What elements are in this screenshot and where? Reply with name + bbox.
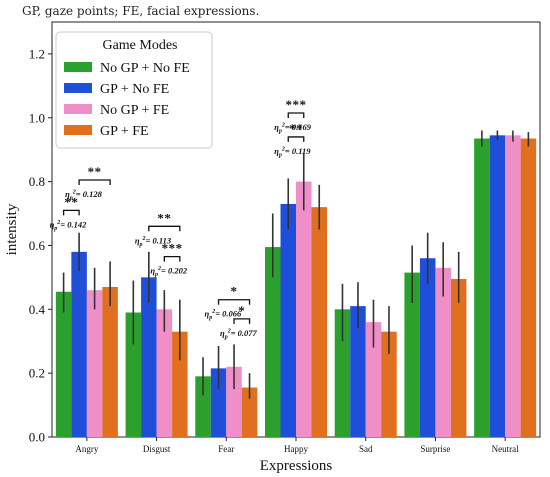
effect-size-label: ηp2= 0.119	[274, 146, 311, 159]
effect-size-label: ηp2= 0.128	[65, 189, 103, 202]
legend-swatch	[64, 125, 92, 135]
y-tick-label: 0.0	[29, 430, 45, 445]
significance-stars: *	[231, 284, 238, 299]
significance-stars: ***	[286, 97, 307, 112]
x-tick-label: Angry	[75, 444, 98, 454]
effect-size-label: ηp2= 0.113	[135, 235, 172, 248]
legend-label: GP + FE	[100, 124, 149, 139]
bar	[296, 181, 312, 437]
significance-stars: ***	[162, 241, 183, 256]
significance-stars: **	[64, 194, 78, 209]
y-tick-label: 0.8	[29, 174, 45, 189]
bar	[505, 135, 521, 438]
bar	[156, 309, 173, 437]
bar	[241, 387, 258, 437]
effect-size-label: ηp2= 0.142	[50, 219, 88, 232]
x-axis-label: Expressions	[260, 458, 333, 474]
bar	[474, 138, 490, 437]
bar	[381, 331, 397, 437]
bar	[311, 207, 327, 437]
bar	[280, 203, 296, 437]
significance-bracket	[78, 179, 111, 186]
bar	[102, 286, 118, 437]
significance-bracket	[287, 136, 305, 142]
bar	[435, 267, 451, 437]
bar	[125, 312, 142, 437]
bar	[55, 291, 72, 437]
bar	[86, 290, 103, 437]
bar	[365, 322, 382, 437]
effect-size-label: ηp2= 0.202	[150, 266, 188, 279]
legend-box	[55, 31, 213, 149]
bar	[489, 135, 506, 438]
x-tick-label: Neutral	[492, 444, 519, 454]
bar	[141, 277, 157, 437]
effect-size-label: ηp2= 0.077	[220, 328, 258, 341]
significance-annotations: **ηp2= 0.142**ηp2= 0.128**ηp2= 0.113***η…	[50, 97, 312, 340]
x-tick-label: Happy	[284, 444, 308, 454]
bar	[450, 278, 467, 437]
bar	[419, 258, 436, 437]
bar	[350, 306, 366, 437]
significance-stars: *	[238, 303, 245, 318]
bar	[404, 272, 420, 437]
legend-swatch	[64, 83, 92, 93]
x-tick-label: Surprise	[420, 444, 450, 454]
bar	[334, 309, 351, 437]
significance-bracket	[148, 225, 181, 232]
significance-stars: **	[88, 164, 102, 179]
bar	[195, 376, 211, 437]
legend-label: GP + No FE	[100, 82, 169, 97]
ticks: 0.0 0.2 0.4 0.6 0.8 1.0 1.2 Angry Disgust Fear Hap…	[29, 46, 519, 454]
significance-stars: **	[289, 121, 303, 136]
effect-size-label: ηp2= 0.066	[205, 309, 243, 322]
significance-bracket	[287, 112, 305, 118]
legend-title: Game Modes	[102, 38, 177, 53]
x-tick-label: Sad	[359, 444, 373, 454]
y-tick-label: 1.0	[29, 110, 45, 125]
legend-swatch	[64, 62, 92, 72]
y-tick-label: 0.2	[29, 366, 45, 381]
significance-bracket	[217, 299, 251, 305]
significance-bracket	[163, 255, 181, 262]
y-tick-label: 1.2	[29, 46, 45, 61]
legend-label: No GP + FE	[100, 103, 169, 118]
bar	[210, 368, 227, 437]
significance-stars: **	[157, 210, 171, 225]
significance-bracket	[62, 209, 80, 216]
bars	[55, 135, 537, 438]
legend-label: No GP + No FE	[100, 61, 190, 76]
legend-swatch	[64, 104, 92, 114]
error-bars	[62, 130, 530, 399]
bar	[226, 366, 242, 437]
x-tick-label: Fear	[218, 444, 234, 454]
y-tick-label: 0.4	[29, 302, 46, 317]
bar	[265, 247, 281, 437]
bar	[172, 331, 188, 437]
y-tick-label: 0.6	[29, 238, 46, 253]
effect-size-label: ηp2= 0.169	[274, 122, 312, 135]
y-axis-label: intensity	[4, 203, 20, 255]
bar	[71, 251, 87, 437]
figure-caption: GP, gaze points; FE, facial expressions.	[22, 4, 260, 18]
significance-bracket	[233, 318, 251, 324]
bar	[520, 138, 537, 437]
legend: Game Modes No GP + No FE GP + No FE No GP +…	[55, 31, 213, 149]
x-tick-label: Disgust	[143, 444, 171, 454]
